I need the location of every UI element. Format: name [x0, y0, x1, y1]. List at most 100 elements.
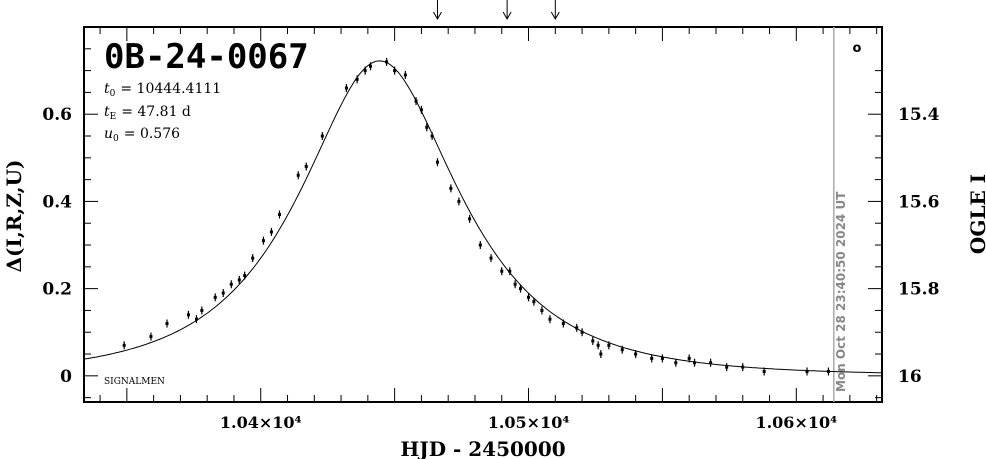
data-point	[693, 361, 697, 365]
data-point	[620, 348, 624, 352]
data-point	[561, 322, 565, 326]
data-point	[243, 274, 247, 278]
data-point	[575, 326, 579, 330]
param-u0-value: = 0.576	[124, 126, 180, 142]
data-point	[369, 64, 373, 68]
x-axis-title: HJD - 2450000	[400, 437, 565, 459]
data-point	[500, 269, 504, 273]
y-tick-label-left: 0.6	[42, 105, 72, 125]
data-point	[596, 343, 600, 347]
data-point	[687, 356, 691, 360]
data-point	[762, 369, 766, 373]
arrow-head	[433, 11, 442, 21]
y-tick-label-right: 16	[898, 367, 922, 387]
data-point	[149, 335, 153, 339]
param-u0: u0 = 0.576	[104, 126, 180, 144]
data-point	[650, 356, 654, 360]
data-point	[269, 230, 273, 234]
data-point	[251, 256, 255, 260]
y-axis-title-right-text: OGLE I	[966, 174, 986, 254]
data-point	[660, 356, 664, 360]
data-point	[186, 313, 190, 317]
data-point	[489, 256, 493, 260]
y-tick-label-left: 0	[60, 367, 72, 387]
param-tE: tE = 47.81 d	[104, 104, 191, 122]
param-tE-value: = 47.81 d	[121, 104, 191, 120]
data-point	[805, 369, 809, 373]
axis-tick-labels: 1.04×10⁴ 1.05×10⁴ 1.06×10⁴ 0 0.2 0.4 0.6 15.4 15…	[42, 105, 939, 432]
data-point	[430, 134, 434, 138]
data-point	[403, 73, 407, 77]
data-point	[122, 343, 126, 347]
data-point	[527, 295, 531, 299]
timestamp-label: Mon Oct 28 23:40:50 2024 UT	[834, 191, 848, 392]
arrow-head	[550, 11, 560, 21]
data-point	[213, 295, 217, 299]
data-point	[355, 77, 359, 81]
x-tick-label: 1.06×10⁴	[755, 413, 837, 432]
data-point	[344, 86, 348, 90]
data-point	[435, 160, 439, 164]
data-point	[194, 317, 198, 321]
data-point	[580, 330, 584, 334]
data-point	[709, 361, 713, 365]
data-point	[363, 69, 367, 73]
data-point	[599, 352, 603, 356]
data-point	[385, 60, 389, 64]
data-point	[277, 213, 281, 216]
model-curve	[83, 60, 882, 374]
data-point	[634, 352, 638, 356]
param-tE-subscript: E	[110, 112, 117, 122]
data-point	[425, 125, 429, 129]
data-point	[478, 243, 482, 247]
y-axis-title-right: OGLE I	[966, 174, 986, 254]
data-point	[414, 99, 418, 103]
data-point	[513, 282, 517, 286]
marker-label: o	[853, 41, 862, 56]
y-tick-label-right: 15.4	[898, 105, 940, 125]
y-axis-title-left: Δ(I,R,Z,U)	[2, 160, 26, 273]
param-t0-symbol: t	[104, 81, 110, 97]
signalmen-label: SIGNALMEN	[104, 377, 165, 387]
y-tick-label-left: 0.2	[42, 280, 72, 300]
data-point	[320, 134, 324, 138]
data-point	[393, 69, 397, 73]
data-point	[607, 343, 611, 347]
y-tick-label-right: 15.6	[898, 192, 939, 212]
x-tick-label: 1.04×10⁴	[220, 413, 302, 432]
data-point	[457, 199, 461, 203]
param-u0-subscript: 0	[113, 134, 119, 144]
arrow-head	[502, 11, 512, 21]
param-t0-subscript: 0	[110, 89, 116, 99]
data-point	[449, 186, 453, 190]
data-point	[468, 217, 472, 221]
data-point	[674, 361, 678, 365]
data-point	[261, 239, 265, 243]
data-point	[725, 365, 729, 369]
param-t0: t0 = 10444.4111	[104, 81, 221, 99]
data-point	[221, 291, 225, 295]
data-point	[591, 339, 595, 343]
data-point	[548, 317, 552, 321]
plot-frame	[83, 26, 883, 403]
y-tick-label-left: 0.4	[42, 192, 72, 212]
data-point	[508, 269, 512, 273]
data-point	[741, 365, 745, 369]
param-t0-value: = 10444.4111	[120, 81, 221, 97]
data-point	[518, 287, 522, 291]
data-point	[296, 173, 300, 177]
data-point	[540, 308, 544, 312]
data-point	[826, 369, 830, 373]
data-point	[237, 278, 241, 282]
data-points	[122, 57, 830, 376]
data-point	[229, 282, 233, 286]
param-tE-symbol: t	[104, 104, 110, 120]
data-point	[200, 308, 204, 312]
data-point	[165, 322, 169, 326]
y-tick-label-right: 15.8	[898, 280, 939, 300]
param-u0-symbol: u	[104, 126, 113, 142]
data-point	[419, 108, 423, 112]
top-arrows	[433, 0, 560, 21]
data-point	[304, 165, 308, 169]
